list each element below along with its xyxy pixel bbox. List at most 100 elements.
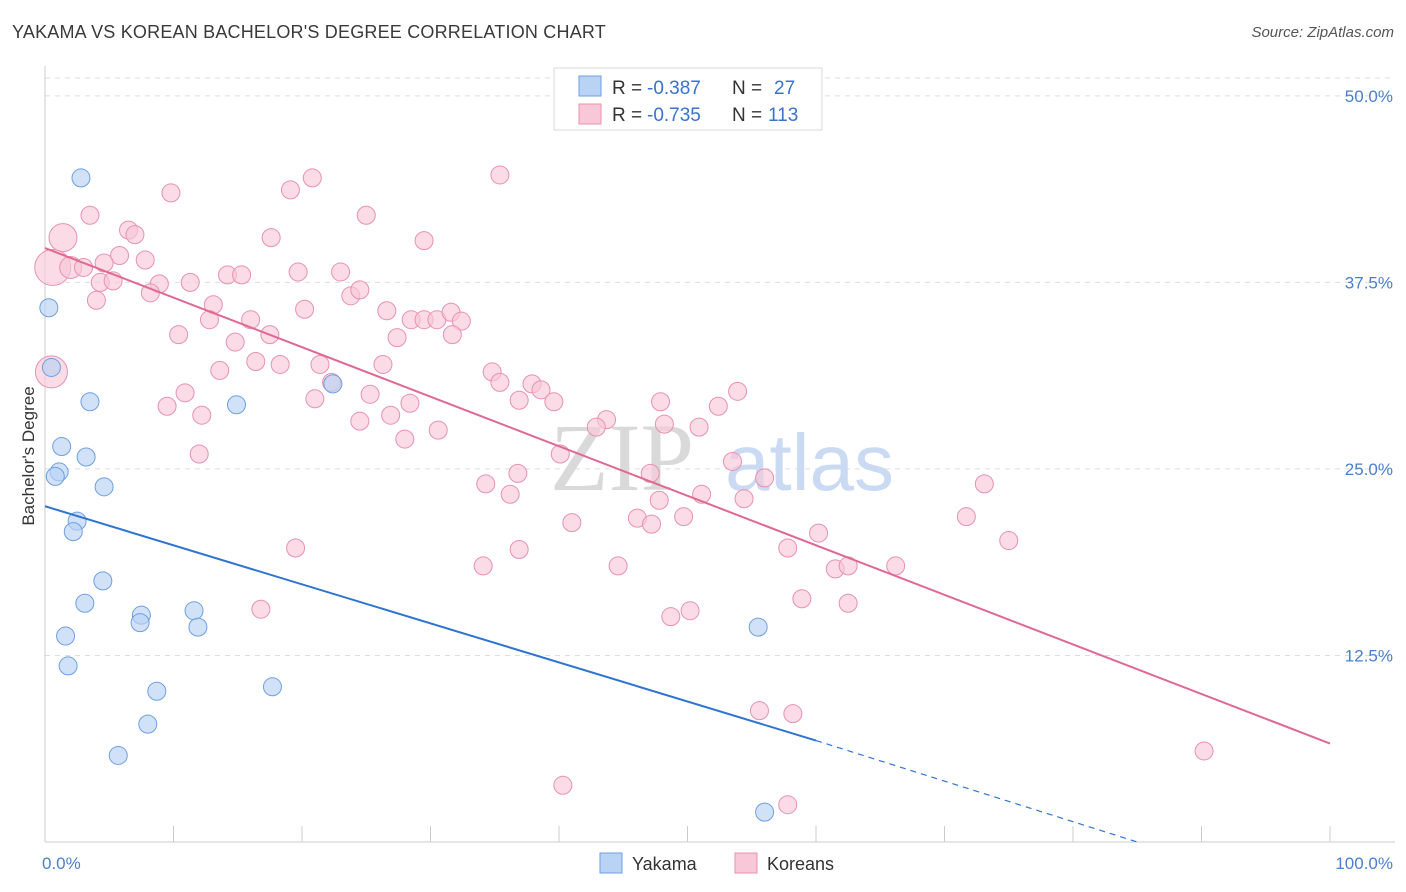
korean-point: [509, 540, 529, 560]
legend-n-value: 113: [768, 105, 798, 126]
x-tick-label: 100.0%: [1335, 854, 1393, 873]
korean-point: [792, 589, 812, 609]
korean-point: [356, 205, 376, 225]
korean-point: [651, 392, 671, 412]
korean-point: [778, 538, 798, 558]
korean-point: [192, 405, 212, 425]
legend-n-label: N =: [732, 78, 762, 99]
korean-point: [310, 354, 330, 374]
korean-point: [956, 507, 976, 527]
korean-point: [608, 556, 628, 576]
korean-point: [689, 417, 709, 437]
trend-lines: [44, 247, 1331, 843]
korean-point: [157, 396, 177, 416]
yakama-point: [147, 681, 167, 701]
korean-point: [135, 250, 155, 270]
korean-point: [490, 165, 510, 185]
korean-point: [642, 514, 662, 534]
korean-point: [331, 262, 351, 282]
korean-point: [110, 246, 130, 266]
x-tick-label: 0.0%: [42, 854, 81, 873]
yakama-point: [138, 714, 158, 734]
korean-point: [476, 474, 496, 494]
legend-n-value: 27: [774, 78, 795, 99]
korean-point: [654, 414, 674, 434]
yakama-point: [323, 374, 343, 394]
korean-point: [500, 484, 520, 504]
korean-point: [428, 420, 448, 440]
bottom-legend-koreans: Koreans: [767, 854, 834, 874]
y-tick-label: 12.5%: [1345, 646, 1393, 665]
korean-point: [490, 372, 510, 392]
korean-point: [94, 253, 114, 273]
yakama-point: [226, 395, 246, 415]
korean-point: [270, 354, 290, 374]
korean-point: [373, 354, 393, 374]
korean-point: [734, 489, 754, 509]
korean-point: [974, 474, 994, 494]
korean-point: [708, 396, 728, 416]
source-label: Source: ZipAtlas.com: [1251, 24, 1394, 41]
korean-point: [350, 280, 370, 300]
y-tick-label: 25.0%: [1345, 460, 1393, 479]
korean-point: [225, 332, 245, 352]
korean-point: [809, 523, 829, 543]
y-tick-label: 50.0%: [1345, 87, 1393, 106]
legend-r-label: R =: [612, 105, 642, 126]
korean-point: [180, 272, 200, 292]
legend-n-label: N =: [732, 105, 762, 126]
korean-point: [414, 231, 434, 251]
korean-point: [473, 556, 493, 576]
korean-point: [377, 301, 397, 321]
korean-point: [451, 311, 471, 331]
korean-point: [161, 183, 181, 203]
korean-point: [286, 538, 306, 558]
korean-point: [295, 299, 315, 319]
korean-trend-line: [44, 247, 1331, 745]
korean-point: [387, 328, 407, 348]
korean-point: [251, 599, 271, 619]
korean-point: [86, 290, 106, 310]
korean-point: [48, 223, 78, 253]
korean-point: [189, 444, 209, 464]
korean-point: [1194, 741, 1214, 761]
series-legend: Yakama Koreans: [599, 852, 834, 874]
korean-point: [246, 351, 266, 371]
y-axis-label: Bachelor's Degree: [19, 386, 38, 525]
korean-point: [722, 451, 742, 471]
axes: 12.5% 25.0% 37.5% 50.0% 0.0% 100.0%: [42, 66, 1395, 873]
korean-point: [400, 393, 420, 413]
korean-point: [886, 556, 906, 576]
korean-point: [360, 384, 380, 404]
yakama-trend-extension: [815, 739, 1138, 843]
yakama-point: [52, 437, 72, 457]
grid: [45, 77, 1395, 656]
yakama-point: [75, 593, 95, 613]
korean-point: [553, 775, 573, 795]
yakama-trend-line: [44, 505, 817, 742]
korean-point: [586, 417, 606, 437]
yakama-point: [130, 613, 150, 633]
korean-point: [261, 228, 281, 248]
korean-point: [562, 513, 582, 533]
korean-point: [395, 429, 415, 449]
watermark: ZIP atlas: [550, 404, 894, 511]
legend-r-value: -0.387: [647, 78, 701, 99]
yakama-point: [184, 601, 204, 621]
korean-point: [175, 383, 195, 403]
korean-point: [783, 704, 803, 724]
korean-point: [509, 390, 529, 410]
y-tick-label: 37.5%: [1345, 273, 1393, 292]
korean-point: [649, 490, 669, 510]
korean-point: [544, 392, 564, 412]
korean-point: [661, 607, 681, 627]
yakama-point: [45, 466, 65, 486]
korean-point: [531, 380, 551, 400]
chart-title: YAKAMA VS KOREAN BACHELOR'S DEGREE CORRE…: [12, 22, 606, 42]
korean-point: [210, 360, 230, 380]
korean-point: [288, 262, 308, 282]
legend-swatch-yakama: [578, 75, 602, 97]
korean-point: [838, 593, 858, 613]
legend-r-value: -0.735: [647, 105, 701, 126]
